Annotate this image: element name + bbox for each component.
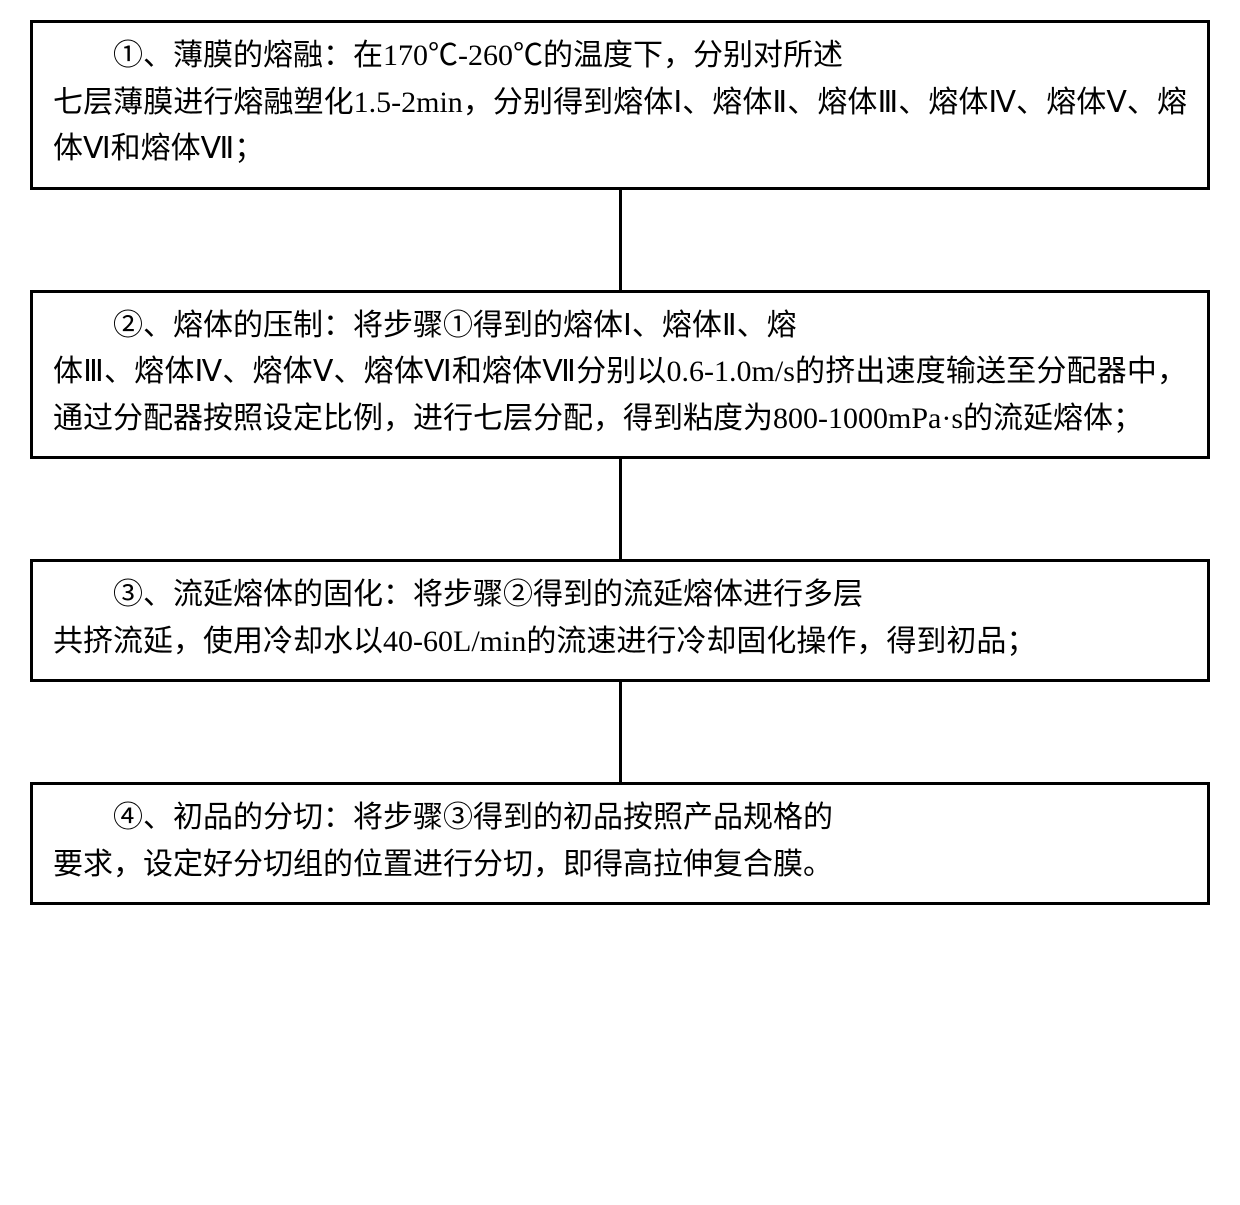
connector-1 — [619, 190, 622, 290]
step-box-4: ④、初品的分切：将步骤③得到的初品按照产品规格的 要求，设定好分切组的位置进行分… — [30, 782, 1210, 905]
connector-2 — [619, 459, 622, 559]
step-box-2: ②、熔体的压制：将步骤①得到的熔体Ⅰ、熔体Ⅱ、熔 体Ⅲ、熔体Ⅳ、熔体Ⅴ、熔体Ⅵ和… — [30, 290, 1210, 460]
step-1-rest: 七层薄膜进行熔融塑化1.5-2min，分别得到熔体Ⅰ、熔体Ⅱ、熔体Ⅲ、熔体Ⅳ、熔… — [53, 86, 1187, 166]
step-2-line1: ②、熔体的压制：将步骤①得到的熔体Ⅰ、熔体Ⅱ、熔 — [53, 303, 1187, 350]
flowchart-wrapper: ①、薄膜的熔融：在170℃-260℃的温度下，分别对所述 七层薄膜进行熔融塑化1… — [0, 0, 1240, 925]
step-box-1: ①、薄膜的熔融：在170℃-260℃的温度下，分别对所述 七层薄膜进行熔融塑化1… — [30, 20, 1210, 190]
step-3-line1: ③、流延熔体的固化：将步骤②得到的流延熔体进行多层 — [53, 572, 1187, 619]
connector-3 — [619, 682, 622, 782]
step-box-3: ③、流延熔体的固化：将步骤②得到的流延熔体进行多层 共挤流延，使用冷却水以40-… — [30, 559, 1210, 682]
step-4-line1: ④、初品的分切：将步骤③得到的初品按照产品规格的 — [53, 795, 1187, 842]
step-1-line1: ①、薄膜的熔融：在170℃-260℃的温度下，分别对所述 — [53, 33, 1187, 80]
step-4-rest: 要求，设定好分切组的位置进行分切，即得高拉伸复合膜。 — [53, 848, 833, 881]
step-3-rest: 共挤流延，使用冷却水以40-60L/min的流速进行冷却固化操作，得到初品； — [53, 625, 1036, 658]
step-2-rest: 体Ⅲ、熔体Ⅳ、熔体Ⅴ、熔体Ⅵ和熔体Ⅶ分别以0.6-1.0m/s的挤出速度输送至分… — [53, 355, 1187, 435]
